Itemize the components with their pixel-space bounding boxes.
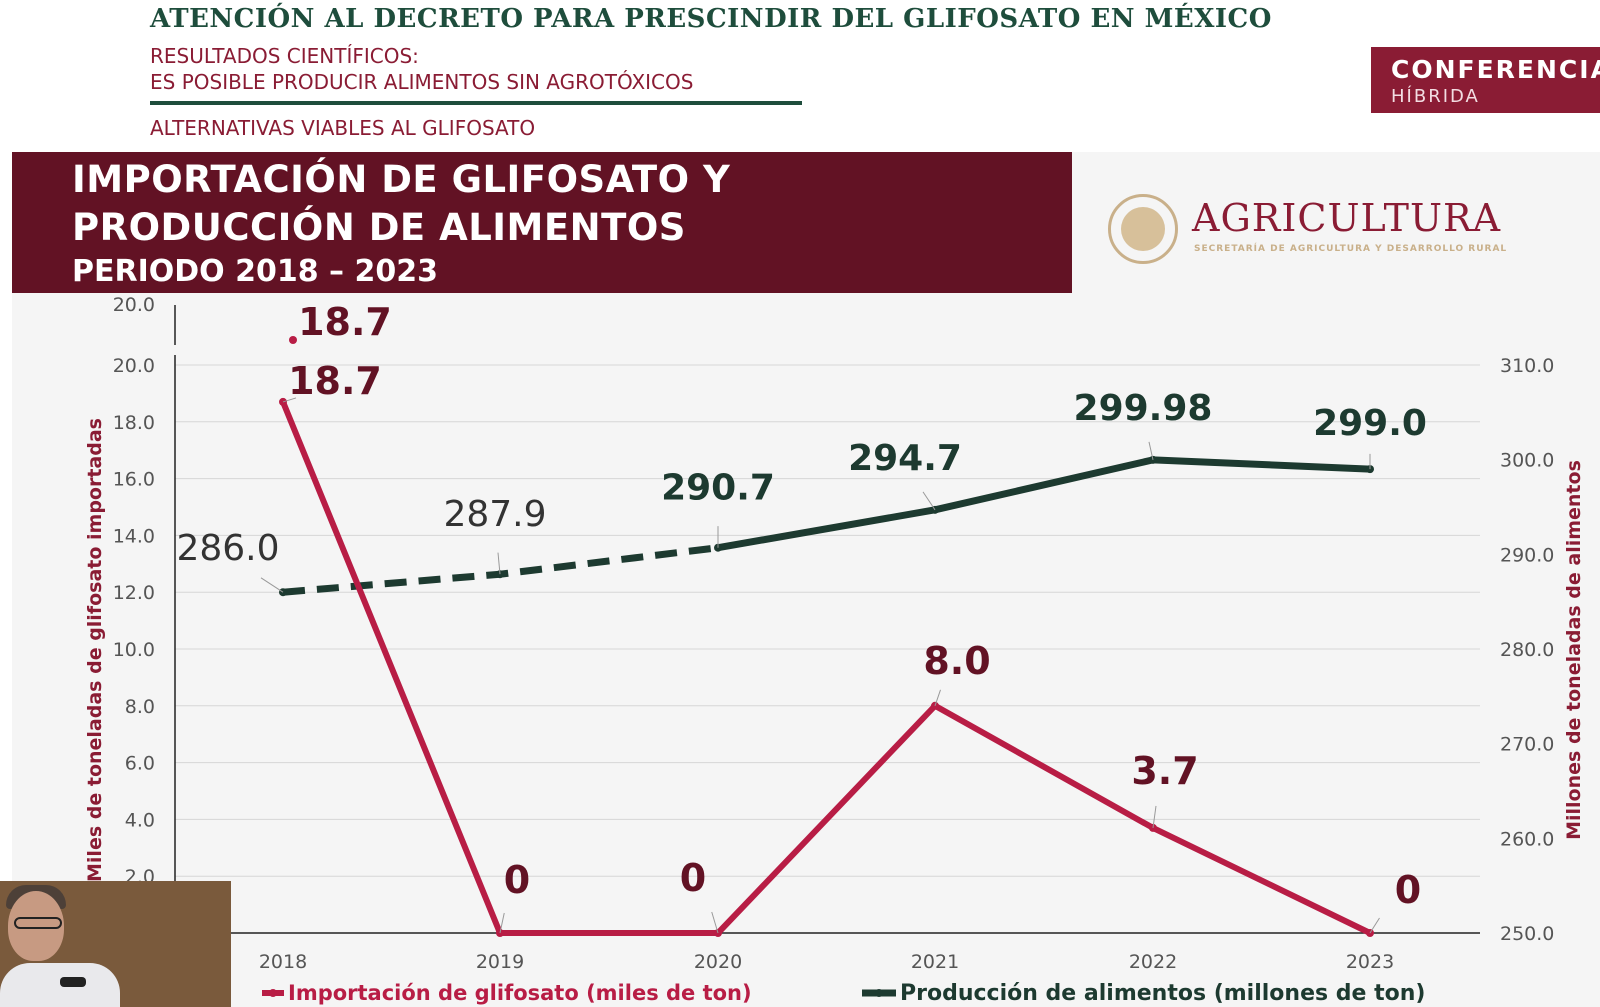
legend-label-production: Producción de alimentos (millones de ton…: [900, 981, 1425, 1006]
legend-label-glyphosate: Importación de glifosato (miles de ton): [288, 981, 752, 1005]
subtitle-line-1: RESULTADOS CIENTÍFICOS:: [150, 44, 419, 68]
y-axis-title: Miles de toneladas de glifosato importad…: [84, 418, 106, 882]
glyphosate-series-line: [280, 398, 1373, 936]
speaker-video-thumbnail: [0, 881, 231, 1007]
conference-badge-subtitle: HÍBRIDA: [1391, 86, 1480, 107]
y-tick-label: 18.0: [113, 412, 155, 434]
glyphosate-leader-line: [282, 397, 297, 403]
microphone-icon: [60, 977, 86, 987]
x-tick-label: 2019: [476, 951, 524, 973]
y-tick-label: 6.0: [125, 753, 155, 775]
glyphosate-data-label: 18.7: [288, 359, 382, 403]
glyphosate-leader-line: [1152, 805, 1157, 828]
y2-tick-label: 270.0: [1500, 734, 1554, 756]
glyphosate-leader-line: [934, 689, 941, 706]
glyphosate-data-label: 0: [1395, 868, 1421, 912]
glyphosate-leader-line: [499, 912, 505, 934]
glyphosate-data-label: 0: [504, 858, 530, 902]
glyphosate-point-ghost: [289, 336, 297, 344]
chart-labels: 286.0 287.9 290.7 294.7 299.98 299.0 18.7 0 0 8.0…: [176, 300, 1427, 934]
y2-tick-label: 260.0: [1500, 828, 1554, 850]
slide-period: PERIODO 2018 – 2023: [72, 254, 438, 289]
y-tick-label: 20.0: [113, 355, 155, 377]
chart-legend: Importación de glifosato (miles de ton) P…: [262, 981, 1425, 1006]
slide-title-line-2: PRODUCCIÓN DE ALIMENTOS: [72, 206, 686, 249]
y2-tick-label: 300.0: [1500, 450, 1554, 472]
slide-background: [12, 152, 1600, 1007]
production-leader-line: [260, 577, 284, 593]
production-data-label: 286.0: [176, 528, 279, 569]
speaker-glasses: [14, 917, 62, 929]
top-header: ATENCIÓN AL DECRETO PARA PRESCINDIR DEL …: [0, 0, 1600, 150]
y-tick-label: 12.0: [113, 582, 155, 604]
subtitle-divider: [150, 101, 802, 105]
production-leader-line: [497, 552, 501, 575]
legend-marker-glyphosate: [269, 989, 277, 997]
x-tick-label: 2022: [1129, 951, 1177, 973]
y2-tick-label: 280.0: [1500, 639, 1554, 661]
y-tick-label: 10.0: [113, 639, 155, 661]
logo-name: AGRICULTURA: [1192, 196, 1502, 240]
y2-axis-title: Millones de toneladas de alimentos: [1563, 460, 1585, 840]
production-data-label: 290.7: [661, 468, 775, 509]
x-tick-label: 2023: [1346, 951, 1394, 973]
legend-marker-production: [875, 989, 883, 997]
agricultura-logo: AGRICULTURA SECRETARÍA DE AGRICULTURA Y …: [1108, 190, 1578, 270]
subtitle-line-2: ES POSIBLE PRODUCIR ALIMENTOS SIN AGROTÓ…: [150, 70, 694, 94]
decree-title: ATENCIÓN AL DECRETO PARA PRESCINDIR DEL …: [150, 4, 1272, 34]
glyphosate-data-label: 0: [680, 856, 706, 900]
y-tick-label: 16.0: [113, 469, 155, 491]
y-tick-label: 4.0: [125, 809, 155, 831]
x-tick-label: 2021: [911, 951, 959, 973]
glyphosate-data-label-ghost: 18.7: [298, 300, 392, 344]
glyphosate-data-label: 3.7: [1131, 749, 1198, 793]
national-seal-icon: [1108, 194, 1178, 264]
glyphosate-leader-line: [1369, 917, 1380, 934]
logo-subtitle: SECRETARÍA DE AGRICULTURA Y DESARROLLO R…: [1194, 244, 1508, 254]
production-data-label: 294.7: [848, 438, 962, 479]
glyphosate-data-label: 8.0: [923, 639, 990, 683]
production-data-label: 287.9: [443, 494, 546, 535]
y-tick-label: 8.0: [125, 696, 155, 718]
x-tick-label: 2018: [259, 951, 307, 973]
y2-tick-label: 310.0: [1500, 355, 1554, 377]
production-series-line: [714, 456, 1374, 552]
y2-tick-label: 290.0: [1500, 544, 1554, 566]
chart-axes: 20.018.016.014.012.010.08.06.04.02.020.0…: [84, 294, 1585, 973]
production-leader-line: [1148, 441, 1154, 460]
y-tick-label: 14.0: [113, 525, 155, 547]
x-tick-label: 2020: [694, 951, 742, 973]
slide-title-box: IMPORTACIÓN DE GLIFOSATO Y PRODUCCIÓN DE…: [12, 152, 1072, 293]
production-data-label: 299.98: [1074, 388, 1213, 429]
conference-badge-title: CONFERENCIA: [1391, 55, 1600, 84]
y2-tick-label: 250.0: [1500, 923, 1554, 945]
conference-badge: CONFERENCIA HÍBRIDA: [1371, 47, 1600, 113]
production-data-label: 299.0: [1313, 403, 1427, 444]
production-leader-line: [922, 491, 936, 511]
glyphosate-leader-line: [711, 911, 719, 934]
chart-grid: [175, 364, 1480, 877]
slide-title-line-1: IMPORTACIÓN DE GLIFOSATO Y: [72, 158, 731, 201]
y-tick-label-ghost: 20.0: [113, 294, 155, 316]
subtitle-line-3: ALTERNATIVAS VIABLES AL GLIFOSATO: [150, 116, 536, 140]
